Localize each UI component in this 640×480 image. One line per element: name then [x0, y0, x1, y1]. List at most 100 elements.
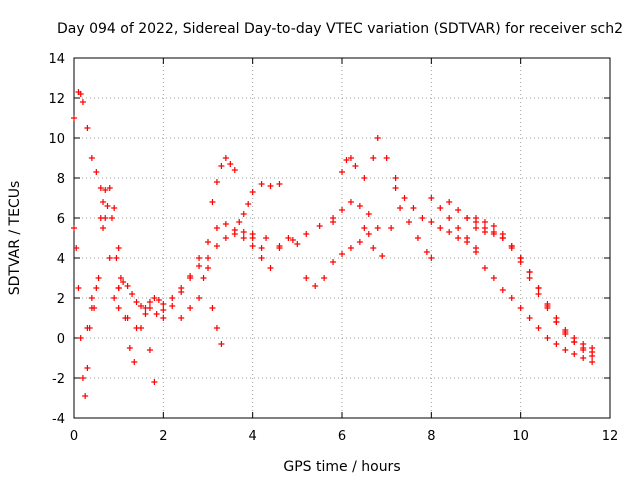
track-6-point-6 — [151, 379, 158, 385]
track-6-point-4 — [142, 311, 149, 317]
track-4-point-5 — [108, 215, 115, 221]
track-3-point-7 — [115, 245, 122, 251]
track-17-point-1 — [437, 205, 444, 211]
track-10-point-3 — [222, 155, 229, 161]
track-3-point-6 — [111, 205, 118, 211]
x-axis-label: GPS time / hours — [283, 459, 400, 475]
track-1-point-0 — [71, 115, 77, 121]
track-8-point-11 — [258, 245, 265, 251]
series-track-12 — [249, 225, 381, 289]
track-20-point-9 — [553, 319, 560, 325]
track-11-point-4 — [258, 181, 265, 187]
track-2-point-0 — [71, 225, 77, 231]
track-17-point-15 — [562, 347, 569, 353]
track-20-point-11 — [571, 335, 578, 341]
track-17-point-5 — [473, 249, 479, 255]
track-11-point-3 — [249, 189, 256, 195]
track-1-point-3 — [79, 99, 86, 105]
y-tick-label-9: 14 — [48, 52, 65, 67]
track-17-point-2 — [446, 215, 453, 221]
track-11-point-2 — [245, 201, 252, 207]
track-5-point-8 — [151, 295, 158, 301]
track-1-point-11 — [115, 305, 122, 311]
track-19-point-14 — [589, 353, 596, 359]
track-17-point-7 — [490, 275, 497, 281]
track-6-point-1 — [126, 345, 133, 351]
track-1-point-5 — [88, 155, 95, 161]
track-20-point-12 — [580, 341, 587, 347]
track-20-point-3 — [499, 235, 506, 241]
track-6-point-0 — [122, 315, 129, 321]
track-9-point-4 — [205, 265, 211, 271]
track-17-point-3 — [455, 225, 462, 231]
track-17-point-4 — [464, 235, 471, 241]
track-5-point-0 — [115, 285, 122, 291]
chart-title: Day 094 of 2022, Sidereal Day-to-day VTE… — [57, 21, 623, 37]
track-7-point-1 — [153, 311, 160, 317]
track-8-point-7 — [222, 221, 229, 227]
track-17-point-0 — [428, 195, 435, 201]
track-5-point-4 — [133, 299, 140, 305]
track-13-point-2 — [276, 243, 283, 249]
track-19-point-7 — [526, 269, 533, 275]
track-14-point-3 — [347, 155, 354, 161]
track-11-point-6 — [276, 181, 283, 187]
track-17-point-12 — [535, 325, 542, 331]
track-19-point-8 — [535, 285, 542, 291]
y-axis-label: SDTVAR / TECUs — [7, 181, 23, 296]
x-tick-label-3: 6 — [338, 429, 346, 444]
track-9-point-6 — [213, 325, 220, 331]
track-13-point-9 — [356, 203, 363, 209]
track-17-point-18 — [589, 359, 596, 365]
track-13-point-1 — [263, 235, 270, 241]
series-track-20 — [473, 225, 596, 351]
series-track-14 — [330, 135, 399, 225]
track-17-point-17 — [580, 355, 587, 361]
track-2-point-2 — [75, 285, 82, 291]
track-9-point-7 — [218, 341, 225, 347]
y-tick-label-6: 8 — [57, 172, 65, 187]
track-12-point-4 — [285, 235, 292, 241]
series-track-1 — [71, 89, 140, 331]
y-tick-label-5: 6 — [57, 212, 65, 227]
track-14-point-6 — [370, 155, 377, 161]
track-17-point-11 — [526, 315, 533, 321]
track-19-point-2 — [481, 219, 488, 225]
track-14-point-8 — [383, 155, 390, 161]
track-3-point-2 — [97, 215, 104, 221]
track-16-point-3 — [419, 215, 426, 221]
track-3-point-5 — [106, 185, 113, 191]
track-20-point-4 — [508, 245, 515, 251]
track-7-point-8 — [213, 243, 220, 249]
track-4-point-4 — [104, 203, 111, 209]
series-track-9 — [178, 265, 225, 347]
track-9-point-1 — [187, 305, 194, 311]
track-12-point-9 — [330, 259, 337, 265]
track-7-point-9 — [222, 235, 229, 241]
track-15-point-7 — [423, 249, 430, 255]
track-17-point-9 — [508, 295, 515, 301]
track-16-point-2 — [410, 205, 417, 211]
track-2-point-6 — [84, 365, 91, 371]
track-5-point-10 — [160, 301, 167, 307]
track-15-point-3 — [388, 225, 395, 231]
track-1-point-7 — [97, 185, 104, 191]
track-13-point-0 — [249, 231, 256, 237]
track-8-point-6 — [213, 225, 220, 231]
track-20-point-8 — [544, 305, 551, 311]
track-12-point-7 — [312, 283, 319, 289]
track-15-point-0 — [361, 225, 368, 231]
track-16-point-0 — [392, 185, 399, 191]
track-12-point-13 — [365, 231, 372, 237]
track-7-point-0 — [146, 305, 153, 311]
track-15-point-8 — [428, 255, 435, 261]
track-3-point-8 — [117, 275, 124, 281]
track-19-point-13 — [580, 347, 587, 353]
track-10-point-1 — [213, 179, 220, 185]
track-6-point-5 — [146, 347, 153, 353]
track-6-point-2 — [131, 359, 138, 365]
track-1-point-9 — [106, 255, 113, 261]
series-track-3 — [88, 185, 124, 301]
track-17-point-13 — [544, 335, 551, 341]
track-8-point-1 — [169, 303, 176, 309]
